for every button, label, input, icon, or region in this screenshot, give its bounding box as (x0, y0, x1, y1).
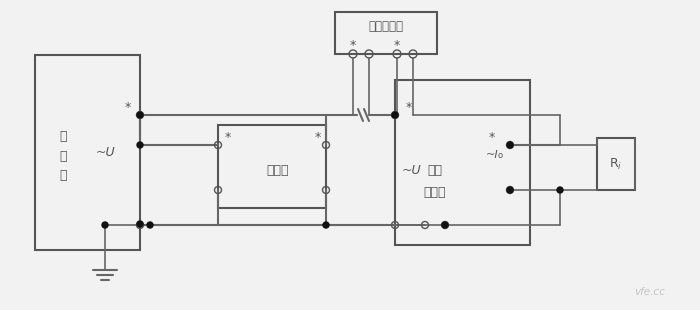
Circle shape (102, 222, 108, 228)
Circle shape (442, 222, 448, 228)
Text: 号: 号 (60, 150, 66, 163)
Circle shape (137, 112, 143, 118)
Text: *: * (350, 38, 356, 51)
Circle shape (137, 221, 143, 227)
Text: *: * (225, 131, 231, 144)
Text: *: * (489, 131, 495, 144)
Text: vfe.cc: vfe.cc (635, 287, 666, 297)
Text: *: * (394, 38, 400, 51)
Text: ~U: ~U (401, 164, 421, 177)
Text: 电压: 电压 (428, 164, 442, 177)
Text: 分压器: 分压器 (266, 164, 288, 177)
Bar (35, 55, 140, 250)
Text: *: * (315, 131, 321, 144)
Text: ~U: ~U (95, 146, 115, 159)
Text: o: o (498, 150, 503, 160)
Bar (395, 80, 530, 245)
Bar (597, 138, 635, 190)
Circle shape (507, 142, 513, 148)
Text: ~I: ~I (486, 150, 498, 160)
Circle shape (557, 187, 563, 193)
Text: *: * (125, 100, 131, 113)
Circle shape (392, 112, 398, 118)
Bar (335, 12, 437, 54)
Text: R$_i$: R$_i$ (610, 157, 622, 171)
Text: *: * (406, 100, 412, 113)
Circle shape (137, 142, 143, 148)
Text: 信: 信 (60, 131, 66, 144)
Bar (218, 125, 326, 208)
Text: 变送器: 变送器 (424, 186, 447, 199)
Circle shape (507, 187, 513, 193)
Circle shape (323, 222, 329, 228)
Circle shape (147, 222, 153, 228)
Text: 标准相位计: 标准相位计 (368, 20, 403, 33)
Text: 源: 源 (60, 169, 66, 182)
